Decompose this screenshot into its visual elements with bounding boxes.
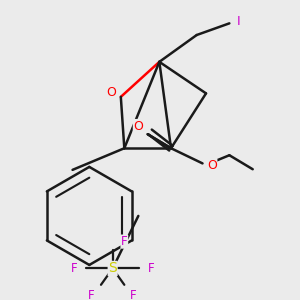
- Text: F: F: [88, 289, 95, 300]
- Text: F: F: [121, 235, 128, 248]
- Text: O: O: [207, 159, 217, 172]
- Text: F: F: [148, 262, 154, 275]
- Text: S: S: [108, 261, 117, 275]
- Text: O: O: [106, 86, 116, 99]
- Text: F: F: [71, 262, 77, 275]
- Text: O: O: [134, 120, 143, 133]
- Text: F: F: [130, 289, 137, 300]
- Text: I: I: [237, 14, 241, 28]
